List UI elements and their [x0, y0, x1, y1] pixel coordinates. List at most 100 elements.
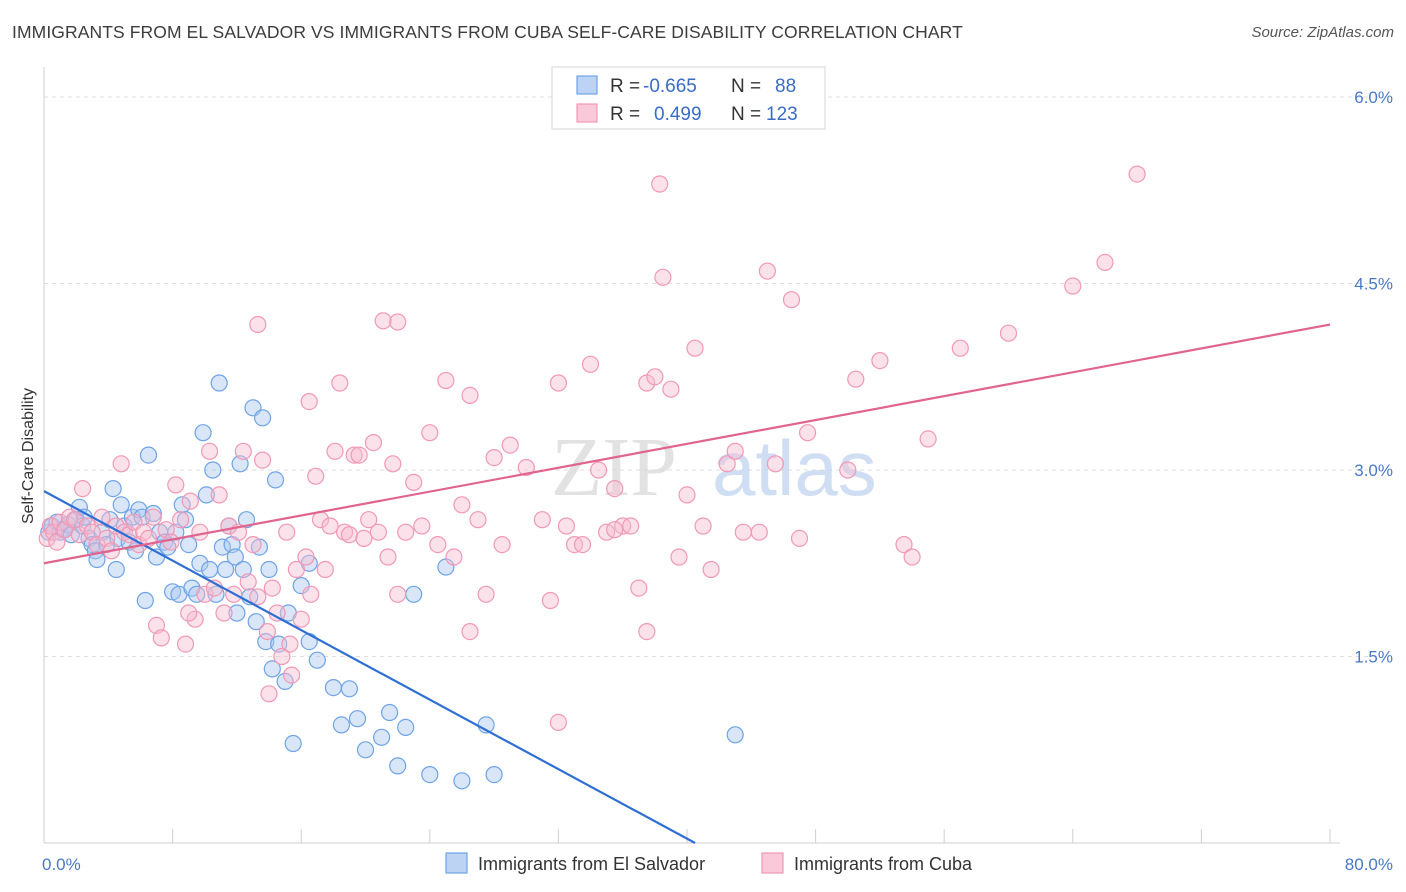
cuba-point-6	[61, 508, 79, 526]
cuba-point-53	[283, 666, 301, 684]
cuba-point-73	[379, 548, 397, 566]
x-tick-labels: 0.0% 80.0%	[42, 855, 1393, 874]
cuba-point-55	[292, 610, 310, 628]
cuba-point-33	[186, 610, 204, 628]
cuba-point-57	[302, 585, 320, 603]
cuba-point-139	[260, 685, 278, 703]
cuba-point-89	[501, 436, 519, 454]
axes	[43, 67, 1340, 844]
el-salvador-point-50	[213, 538, 231, 556]
cuba-point-38	[210, 486, 228, 504]
cuba-point-105	[646, 368, 664, 386]
el-salvador-point-34	[159, 538, 177, 556]
cuba-point-121	[798, 424, 817, 442]
cuba-point-67	[350, 446, 368, 464]
cuba-point-113	[718, 455, 736, 473]
cuba-point-136	[549, 713, 568, 732]
el-salvador-point-85	[421, 765, 439, 784]
el-salvador-point-74	[308, 651, 326, 669]
el-salvador-point-18	[104, 480, 122, 498]
cuba-point-82	[445, 548, 463, 566]
el-salvador-point-45	[197, 486, 215, 504]
x-tick-label-0: 0.0%	[42, 855, 81, 874]
cuba-point-138	[638, 622, 656, 641]
cuba-point-91	[533, 511, 551, 529]
cuba-point-79	[421, 424, 439, 442]
el-salvador-point-61	[247, 613, 265, 631]
watermark: ZIP atlas	[551, 421, 877, 514]
el-salvador-point-91	[300, 632, 318, 651]
series-cuba-points	[38, 165, 1146, 732]
cuba-point-76	[397, 523, 415, 541]
cuba-point-72	[374, 312, 392, 330]
el-salvador-point-83	[397, 718, 415, 737]
el-salvador-point-47	[204, 461, 222, 479]
cuba-point-123	[847, 370, 865, 388]
cuba-point-9	[73, 480, 92, 498]
bottom-legend-label-el-salvador: Immigrants from El Salvador	[478, 854, 705, 874]
el-salvador-point-43	[191, 554, 209, 572]
el-salvador-point-44	[194, 424, 212, 442]
cuba-point-64	[336, 523, 354, 541]
el-salvador-point-90	[485, 765, 503, 784]
legend-r-value-el-salvador: -0.665	[643, 76, 697, 97]
trend-lines	[43, 323, 1331, 844]
el-salvador-point-40	[180, 535, 198, 554]
cuba-point-68	[355, 529, 373, 548]
cuba-point-81	[437, 371, 455, 390]
cuba-point-71	[369, 523, 387, 541]
el-salvador-point-29	[139, 446, 158, 464]
chart-title: IMMIGRANTS FROM EL SALVADOR VS IMMIGRANT…	[12, 22, 963, 42]
bottom-legend: Immigrants from El Salvador Immigrants f…	[445, 852, 973, 874]
y-tick-labels: 1.5% 3.0% 4.5% 6.0%	[1354, 88, 1393, 667]
cuba-point-108	[670, 548, 688, 566]
cuba-point-129	[999, 324, 1018, 342]
cuba-point-109	[678, 486, 696, 504]
cuba-point-103	[630, 579, 648, 597]
cuba-point-106	[654, 268, 672, 286]
legend-r-label-el-salvador: R =	[610, 76, 640, 97]
el-salvador-point-75	[324, 678, 342, 697]
y-tick-label-2: 4.5%	[1354, 275, 1393, 294]
el-salvador-point-77	[340, 680, 358, 698]
cuba-point-48	[258, 622, 276, 641]
cuba-point-70	[364, 434, 383, 452]
el-salvador-point-46	[201, 560, 219, 579]
el-salvador-point-72	[292, 576, 310, 595]
y-tick-label-0: 1.5%	[1354, 648, 1393, 667]
legend-n-label-el-salvador: N =	[731, 76, 761, 97]
cuba-point-74	[384, 455, 402, 473]
cuba-point-46	[249, 588, 267, 606]
cuba-point-58	[307, 467, 325, 485]
cuba-point-98	[589, 461, 608, 479]
bottom-legend-label-cuba: Immigrants from Cuba	[794, 854, 973, 874]
cuba-point-69	[360, 511, 378, 529]
top-legend: R = -0.665 N = 88 R = 0.499 N = 123	[551, 66, 826, 130]
el-salvador-point-49	[210, 374, 228, 392]
cuba-point-140	[281, 635, 299, 653]
el-salvador-trend-line	[43, 490, 696, 844]
cuba-point-125	[895, 535, 913, 554]
cuba-point-88	[493, 535, 511, 554]
legend-n-label-cuba: N =	[731, 104, 761, 125]
cuba-point-44	[239, 573, 257, 591]
cuba-point-118	[766, 455, 785, 473]
watermark-zip: ZIP	[551, 421, 677, 514]
chart-source: Source: ZipAtlas.com	[1251, 24, 1394, 41]
cuba-point-135	[461, 622, 479, 641]
el-salvador-point-88	[726, 726, 744, 744]
bottom-legend-swatch-el-salvador	[445, 852, 468, 874]
cuba-point-77	[405, 473, 423, 491]
cuba-point-29	[167, 476, 185, 494]
el-salvador-point-55	[228, 604, 246, 622]
el-salvador-point-81	[381, 703, 399, 722]
el-salvador-point-54	[226, 548, 244, 566]
cuba-point-78	[413, 517, 431, 535]
cuba-point-3	[48, 533, 66, 551]
cuba-point-114	[726, 442, 744, 460]
cuba-point-141	[180, 604, 198, 622]
cuba-point-45	[244, 535, 262, 554]
cuba-point-36	[201, 442, 219, 460]
cuba-point-28	[162, 533, 180, 551]
el-salvador-point-79	[356, 741, 375, 759]
